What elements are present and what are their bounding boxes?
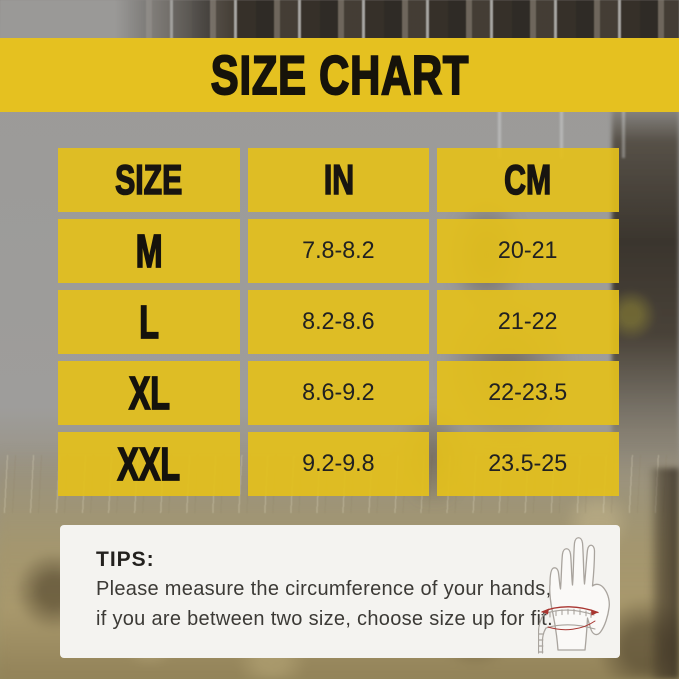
size-label-xxl: XXL — [117, 437, 181, 491]
background-tree-trunk — [648, 468, 679, 679]
value-xxl-cm: 23.5-25 — [488, 450, 568, 477]
header-label-size: SIZE — [115, 155, 183, 204]
table-row-xxl-cm: 23.5-25 — [437, 432, 619, 496]
table-row-m-inches: 7.8-8.2 — [248, 219, 429, 283]
tips-text-line1: Please measure the circumference of your… — [96, 578, 552, 600]
header-label-in: IN — [323, 155, 354, 204]
tips-label: TIPS: — [96, 548, 155, 571]
size-table: SIZE IN CM M 7.8-8.2 20-21 L 8.2-8.6 21-… — [58, 148, 619, 496]
value-xxl-in: 9.2-9.8 — [302, 450, 375, 477]
header-cell-size: SIZE — [58, 148, 240, 212]
header-cell-cm: CM — [437, 148, 619, 212]
header-cell-in: IN — [248, 148, 429, 212]
value-m-cm: 20-21 — [498, 237, 558, 264]
table-row-xxl-inches: 9.2-9.8 — [248, 432, 429, 496]
table-row-l-cm: 21-22 — [437, 290, 619, 354]
table-row-xl-inches: 8.6-9.2 — [248, 361, 429, 425]
table-row-m-size: M — [58, 219, 240, 283]
size-label-m: M — [135, 224, 163, 278]
table-row-l-inches: 8.2-8.6 — [248, 290, 429, 354]
value-l-cm: 21-22 — [498, 308, 558, 335]
background-trees-top — [0, 0, 679, 40]
tips-box: TIPS: Please measure the circumference o… — [60, 525, 620, 658]
title-banner: SIZE CHART — [0, 38, 679, 112]
page-title: SIZE CHART — [210, 43, 469, 107]
header-label-cm: CM — [504, 155, 552, 204]
tips-text-line2: if you are between two size, choose size… — [96, 608, 553, 630]
table-row-l-size: L — [58, 290, 240, 354]
value-l-in: 8.2-8.6 — [302, 308, 375, 335]
size-label-xl: XL — [128, 366, 170, 420]
table-row-xl-size: XL — [58, 361, 240, 425]
table-row-xxl-size: XXL — [58, 432, 240, 496]
hand-measure-icon — [538, 537, 610, 654]
table-row-m-cm: 20-21 — [437, 219, 619, 283]
value-xl-in: 8.6-9.2 — [302, 379, 375, 406]
table-row-xl-cm: 22-23.5 — [437, 361, 619, 425]
value-m-in: 7.8-8.2 — [302, 237, 375, 264]
value-xl-cm: 22-23.5 — [488, 379, 568, 406]
size-label-l: L — [139, 295, 160, 349]
